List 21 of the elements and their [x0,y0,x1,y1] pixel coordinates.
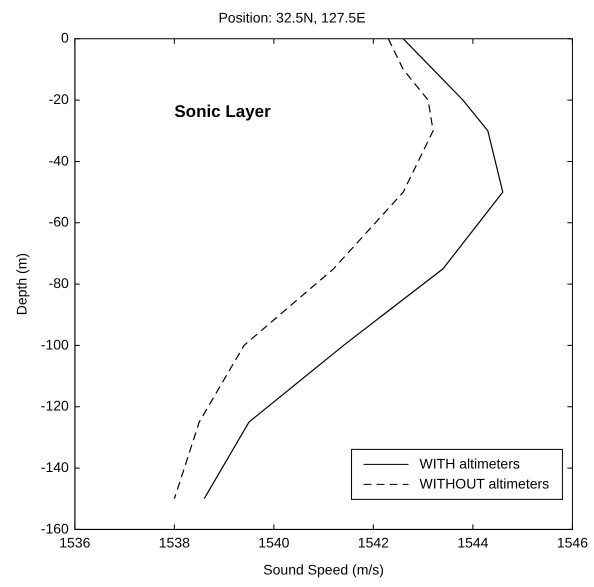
y-tick-label: -140 [40,458,70,475]
y-tick-label: -60 [48,214,70,230]
chart-title: Position: 32.5N, 127.5E [218,9,366,26]
y-tick-label: -20 [48,90,70,107]
x-tick-label: 1546 [556,534,588,551]
x-tick-label: 1544 [457,534,489,551]
x-tick-label: 1540 [258,534,290,551]
x-tick-label: 1536 [59,534,91,551]
y-tick-label: -120 [40,398,70,414]
y-tick-label: -100 [40,336,70,352]
y-tick-label: -80 [48,274,70,291]
annotation: Sonic Layer [174,102,272,122]
x-tick-label: 1538 [158,534,190,551]
y-tick-label: -160 [40,520,70,536]
legend-label: WITHOUT altimeters [420,475,550,492]
y-tick-label: 0 [61,30,70,46]
legend-label: WITH altimeters [420,455,520,472]
x-axis-title: Sound Speed (m/s) [263,561,384,578]
y-tick-label: -40 [48,152,70,168]
x-tick-label: 1542 [358,534,390,551]
y-axis-title: Depth (m) [13,252,30,316]
